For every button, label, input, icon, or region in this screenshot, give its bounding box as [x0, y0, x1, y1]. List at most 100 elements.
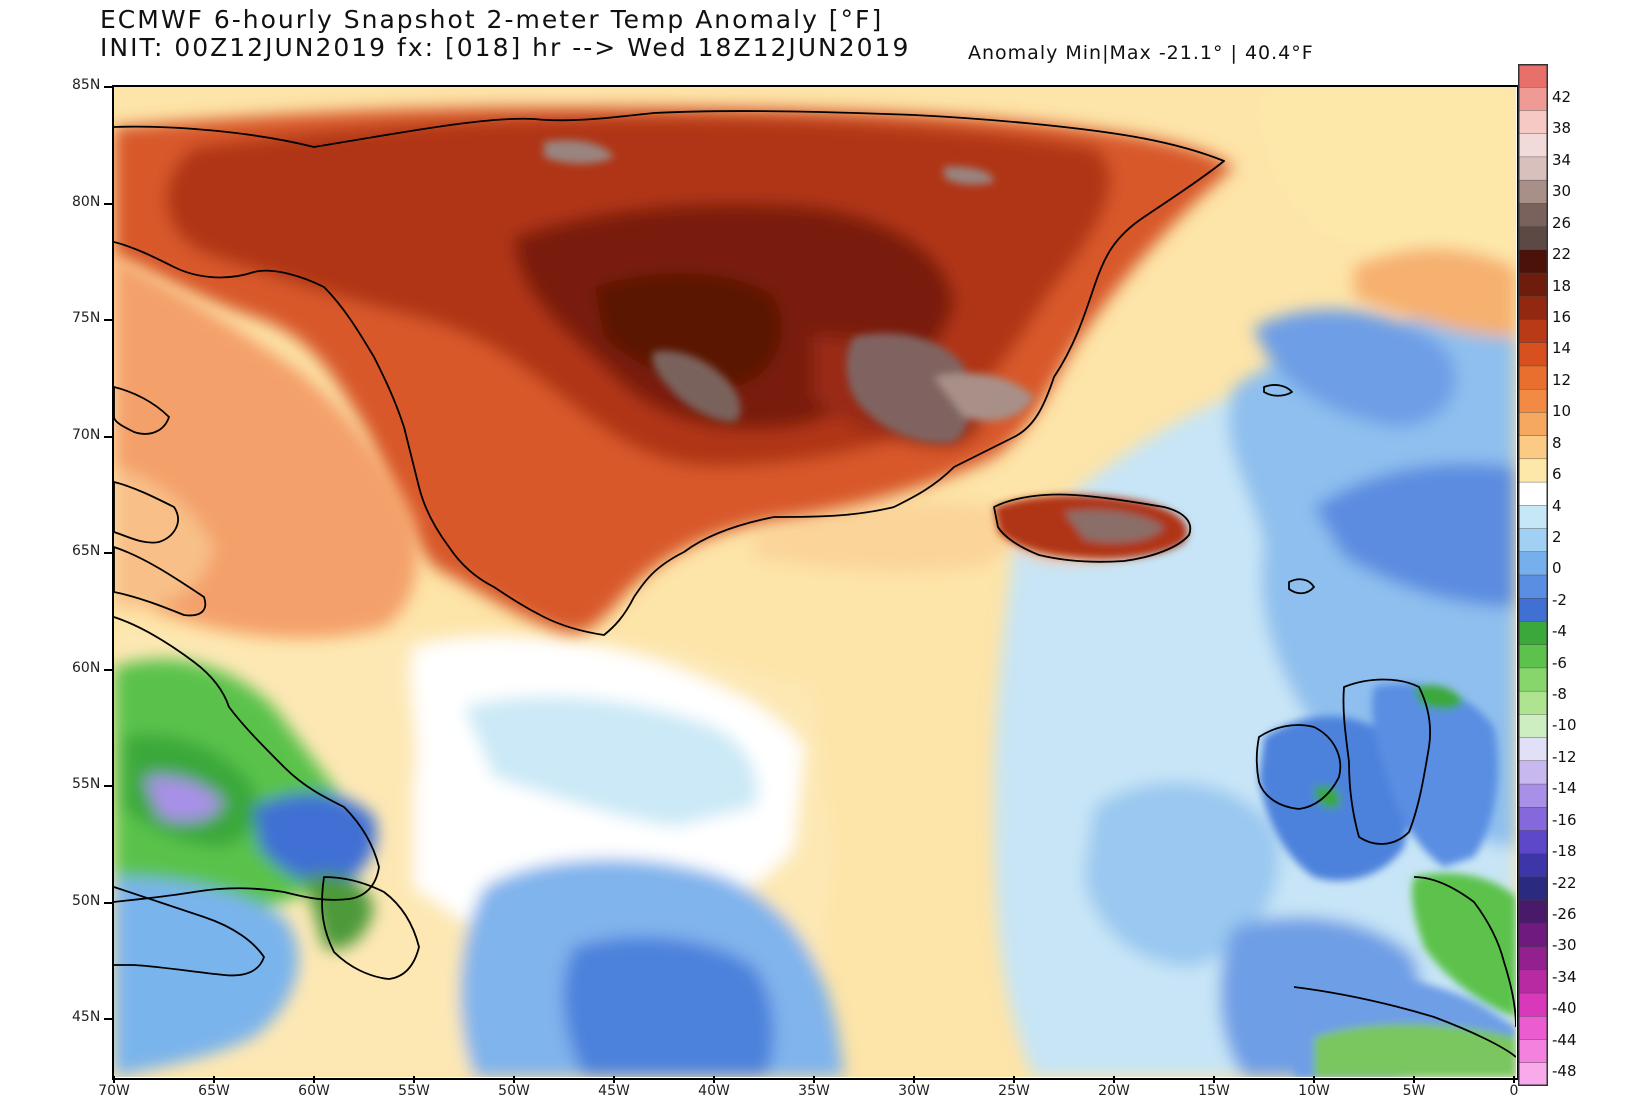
colorbar-swatches	[1518, 64, 1548, 1086]
lon-label: 40W	[698, 1083, 730, 1099]
colorbar-swatch	[1518, 319, 1548, 344]
lat-label: 45N	[72, 1009, 101, 1025]
colorbar-swatch	[1518, 621, 1548, 646]
anomaly-map	[114, 87, 1516, 1077]
colorbar-swatch	[1518, 1039, 1548, 1064]
map-subtitle: INIT: 00Z12JUN2019 fx: [018] hr --> Wed …	[100, 33, 911, 62]
map-title: ECMWF 6-hourly Snapshot 2-meter Temp Ano…	[100, 5, 884, 34]
lat-label: 70N	[72, 427, 101, 443]
colorbar-border	[1518, 64, 1548, 1086]
lon-tick	[213, 1076, 215, 1083]
colorbar-tick-label: -26	[1552, 904, 1577, 923]
colorbar-swatch	[1518, 714, 1548, 739]
colorbar-tick-label: -40	[1552, 999, 1577, 1018]
lat-tick	[104, 669, 112, 671]
colorbar-tick-label: 42	[1552, 88, 1572, 106]
colorbar-swatch	[1518, 876, 1548, 901]
lon-label: 60W	[298, 1083, 330, 1099]
colorbar-tick-label: -44	[1552, 1030, 1577, 1049]
coastlines	[114, 110, 1516, 1058]
colorbar-swatch	[1518, 923, 1548, 948]
iceland-anomaly	[994, 495, 1188, 559]
lon-tick	[913, 1076, 915, 1083]
lon-tick	[513, 1076, 515, 1083]
colorbar-tick-label: 38	[1552, 119, 1572, 138]
colorbar-swatch	[1518, 412, 1548, 437]
colorbar-swatch	[1518, 342, 1548, 367]
lon-tick	[1413, 1076, 1415, 1083]
colorbar-tick-label: -34	[1552, 967, 1577, 986]
lat-label: 65N	[72, 543, 101, 559]
lon-label: 5W	[1402, 1083, 1426, 1099]
lon-tick	[313, 1076, 315, 1083]
colorbar-swatch	[1518, 435, 1548, 460]
colorbar-tick-label: -14	[1552, 779, 1577, 798]
lat-label: 85N	[72, 77, 101, 93]
colorbar-swatch	[1518, 737, 1548, 762]
lon-label: 0	[1509, 1083, 1519, 1099]
lon-label: 70W	[98, 1083, 130, 1099]
colorbar-tick-label: -18	[1552, 842, 1577, 861]
colorbar-tick-label: 12	[1552, 370, 1572, 389]
lon-tick	[613, 1076, 615, 1083]
colorbar-tick-label: -30	[1552, 936, 1577, 955]
lon-tick	[713, 1076, 715, 1083]
colorbar-swatch	[1518, 830, 1548, 855]
colorbar-swatch	[1518, 226, 1548, 251]
colorbar-swatch	[1518, 551, 1548, 576]
lon-tick	[813, 1076, 815, 1083]
colorbar-swatch	[1518, 574, 1548, 600]
colorbar-tick-label: -48	[1552, 1062, 1577, 1080]
lat-tick	[104, 203, 112, 205]
colorbar-swatch	[1518, 156, 1548, 181]
colorbar	[1518, 64, 1548, 1086]
colorbar-tick-label: 26	[1552, 213, 1572, 232]
colorbar-swatch	[1518, 899, 1548, 925]
colorbar-swatch	[1518, 690, 1548, 716]
colorbar-tick-label: 16	[1552, 307, 1572, 326]
colorbar-swatch	[1518, 481, 1548, 507]
colorbar-tick-label: 34	[1552, 150, 1572, 169]
colorbar-tick-label: -6	[1552, 653, 1567, 672]
lon-label: 65W	[198, 1083, 230, 1099]
colorbar-tick-label: -12	[1552, 747, 1577, 766]
colorbar-swatch	[1518, 992, 1548, 1018]
lat-tick	[104, 1018, 112, 1020]
lat-label: 50N	[72, 893, 101, 909]
lon-tick	[1113, 1076, 1115, 1083]
europe-anomaly	[1259, 683, 1516, 1077]
lon-label: 30W	[898, 1083, 930, 1099]
colorbar-swatch	[1518, 458, 1548, 483]
lon-label: 15W	[1198, 1083, 1230, 1099]
colorbar-swatch	[1518, 296, 1548, 321]
colorbar-tick-label: 18	[1552, 276, 1572, 295]
colorbar-swatch	[1518, 946, 1548, 971]
lat-label: 80N	[72, 194, 101, 210]
lon-label: 25W	[998, 1083, 1030, 1099]
labrador-cold-pool	[114, 659, 377, 1077]
lon-label: 20W	[1098, 1083, 1130, 1099]
colorbar-tick-label: -2	[1552, 590, 1567, 609]
southwest-warm-tongue	[114, 257, 418, 638]
colorbar-tick-label: -22	[1552, 873, 1577, 892]
colorbar-swatch	[1518, 203, 1548, 228]
lon-tick	[1513, 1076, 1515, 1083]
lon-label: 35W	[798, 1083, 830, 1099]
colorbar-swatch	[1518, 644, 1548, 669]
colorbar-swatch	[1518, 853, 1548, 878]
lat-label: 60N	[72, 660, 101, 676]
lat-tick	[104, 785, 112, 787]
colorbar-tick-label: 14	[1552, 339, 1572, 358]
lat-tick	[104, 86, 112, 88]
lat-tick	[104, 436, 112, 438]
colorbar-swatch	[1518, 969, 1548, 994]
colorbar-swatch	[1518, 110, 1548, 135]
lon-tick	[1313, 1076, 1315, 1083]
lon-tick	[113, 1076, 115, 1083]
colorbar-swatch	[1518, 528, 1548, 553]
colorbar-tick-label: 0	[1552, 559, 1562, 578]
colorbar-swatch	[1518, 179, 1548, 205]
colorbar-swatch	[1518, 1062, 1548, 1086]
colorbar-swatch	[1518, 133, 1548, 158]
greenland-hotspots	[544, 140, 1034, 443]
